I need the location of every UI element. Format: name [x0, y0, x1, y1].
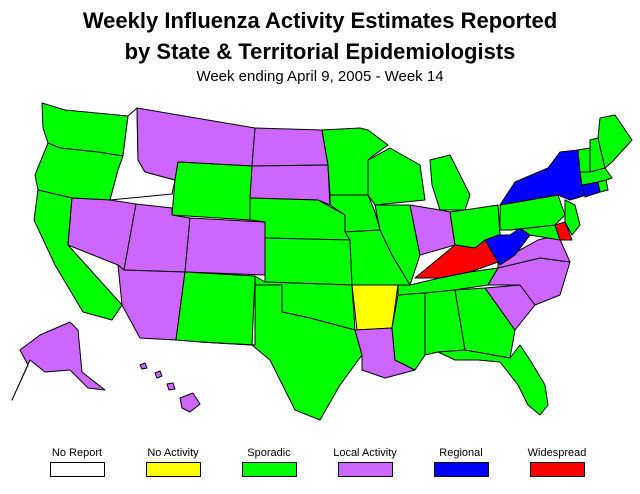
legend-swatch	[241, 462, 297, 477]
state-HI-maui	[166, 382, 176, 391]
legend-swatch	[145, 462, 201, 477]
state-ME	[597, 114, 633, 169]
legend-label: Regional	[439, 447, 483, 459]
state-WI	[367, 147, 426, 206]
map-title: Weekly Influenza Activity Estimates Repo…	[82, 8, 558, 33]
state-ND	[251, 127, 329, 167]
state-FL	[437, 344, 549, 416]
legend-item-no-report: No Report	[22, 447, 132, 477]
legend-swatch	[49, 462, 105, 477]
legend-item-sporadic: Sporadic	[214, 447, 324, 477]
state-DE	[554, 221, 573, 241]
state-WY	[171, 161, 253, 221]
state-MS	[391, 292, 426, 371]
state-SD	[249, 164, 331, 206]
state-NJ	[564, 199, 581, 236]
state-VT	[577, 147, 591, 173]
state-AR	[351, 284, 399, 331]
state-CO	[184, 217, 266, 276]
legend-item-widespread: Widespread	[502, 447, 612, 477]
state-MN	[321, 127, 389, 196]
state-TX	[199, 284, 363, 421]
legend-label: Local Activity	[333, 447, 397, 459]
legend-label: Sporadic	[247, 447, 291, 459]
state-VA	[497, 234, 571, 269]
legend-item-no-activity: No Activity	[118, 447, 228, 477]
state-AK	[11, 321, 106, 401]
state-AZ	[117, 264, 186, 341]
state-HI-kauai	[139, 362, 148, 370]
legend-swatch	[433, 462, 489, 477]
legend-swatch	[529, 462, 585, 477]
legend-label: Widespread	[527, 447, 587, 459]
legend-item-regional: Regional	[406, 447, 516, 477]
legend-swatch	[337, 462, 393, 477]
legend-label: No Activity	[147, 447, 199, 459]
legend-label: No Report	[51, 447, 103, 459]
state-HI	[179, 392, 201, 413]
map-title-line-2: by State & Territorial Epidemiologists	[124, 39, 516, 64]
map-subtitle: Week ending April 9, 2005 - Week 14	[196, 68, 444, 85]
legend-item-local: Local Activity	[310, 447, 420, 477]
state-HI-oahu	[154, 370, 163, 379]
state-GA	[454, 287, 516, 359]
state-MI	[429, 154, 471, 211]
state-NM	[175, 271, 256, 346]
state-KS	[264, 237, 353, 286]
